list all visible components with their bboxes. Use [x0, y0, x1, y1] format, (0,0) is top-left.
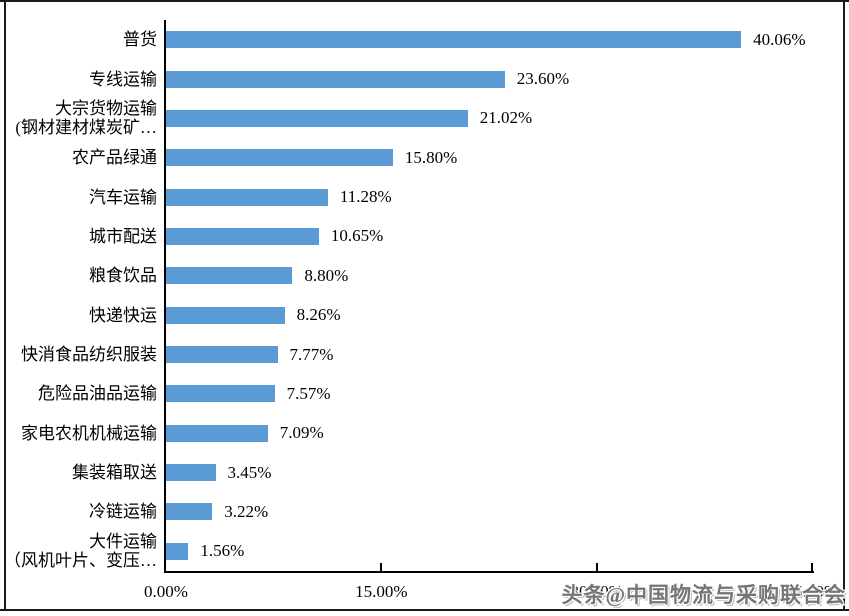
value-label: 3.45%: [227, 462, 272, 482]
frame-border-top: [0, 0, 849, 2]
category-label: 冷链运输: [89, 502, 157, 522]
y-axis-line: [164, 20, 166, 573]
bar: [166, 70, 505, 88]
bar: [166, 503, 213, 521]
bar-row: 大宗货物运输 (钢材建材煤炭矿… 21.02%: [15, 99, 812, 138]
bar-row: 危险品油品运输 7.57%: [38, 374, 812, 413]
bar: [166, 31, 742, 49]
category-label: 大宗货物运输 (钢材建材煤炭矿…: [15, 99, 157, 138]
category-label: 危险品油品运输: [38, 384, 157, 404]
value-label: 7.09%: [279, 423, 324, 443]
frame-border-left: [4, 0, 6, 611]
value-label: 8.26%: [296, 305, 341, 325]
bar: [166, 542, 189, 560]
category-label: 快消食品纺织服装: [21, 345, 157, 365]
bar: [166, 149, 393, 167]
category-label: 粮食饮品: [89, 266, 157, 286]
bar: [166, 306, 285, 324]
value-label: 1.56%: [200, 541, 245, 561]
bar-row: 家电农机机械运输 7.09%: [21, 414, 812, 453]
x-tick-label: 0.00%: [144, 582, 188, 601]
x-tick-mark: [595, 563, 598, 571]
category-label: 快递快运: [89, 305, 157, 325]
value-label: 40.06%: [753, 29, 806, 49]
bar: [166, 385, 275, 403]
frame-border-bottom: [0, 609, 849, 611]
bar-row: 专线运输 23.60%: [89, 59, 812, 98]
bar: [166, 188, 328, 206]
x-axis-line: [164, 571, 814, 573]
watermark: 头条@中国物流与采购联合会: [561, 583, 846, 607]
value-label: 21.02%: [479, 108, 533, 128]
bar: [166, 424, 268, 442]
value-label: 3.22%: [224, 501, 269, 521]
bar-row: 大件运输 （风机叶片、变压… 1.56%: [4, 532, 812, 571]
value-label: 15.80%: [404, 147, 458, 167]
bar: [166, 464, 216, 482]
bar-row: 快递快运 8.26%: [89, 296, 812, 335]
bar-row: 普货 40.06%: [123, 20, 812, 59]
category-label: 汽车运输: [89, 187, 157, 207]
category-label: 集装箱取送: [72, 463, 157, 483]
bar-row: 城市配送 10.65%: [89, 217, 812, 256]
bar-row: 集装箱取送 3.45%: [72, 453, 812, 492]
x-tick-mark: [811, 563, 813, 571]
category-label: 大件运输 （风机叶片、变压…: [4, 532, 157, 571]
x-tick-mark: [380, 563, 383, 571]
bar-row: 农产品绿通 15.80%: [72, 138, 812, 177]
bar-row: 粮食饮品 8.80%: [89, 256, 812, 295]
value-label: 7.77%: [289, 344, 334, 364]
value-label: 10.65%: [330, 226, 384, 246]
bar: [166, 109, 468, 127]
bar-row: 冷链运输 3.22%: [89, 492, 812, 531]
bar: [166, 227, 319, 245]
category-label: 普货: [123, 30, 157, 50]
category-label: 城市配送: [89, 226, 157, 246]
x-tick-label: 15.00%: [355, 582, 408, 601]
value-label: 8.80%: [304, 265, 349, 285]
plot-area: 普货 40.06% 专线运输 23.60% 大宗货物运输 (钢材建材煤炭矿… 21.02% 农…: [4, 20, 812, 571]
value-label: 7.57%: [286, 383, 331, 403]
category-label: 专线运输: [89, 69, 157, 89]
frame-border-right: [843, 0, 845, 611]
x-tick-label: 30.00%: [570, 582, 623, 601]
x-tick-label: 45.00%: [785, 582, 839, 601]
bar: [166, 267, 293, 285]
bar: [166, 346, 278, 364]
bar-row: 汽车运输 11.28%: [89, 177, 812, 216]
category-label: 农产品绿通: [72, 148, 157, 168]
value-label: 23.60%: [516, 69, 570, 89]
category-label: 家电农机机械运输: [21, 423, 157, 443]
bar-row: 快消食品纺织服装 7.77%: [21, 335, 812, 374]
value-label: 11.28%: [339, 187, 392, 207]
